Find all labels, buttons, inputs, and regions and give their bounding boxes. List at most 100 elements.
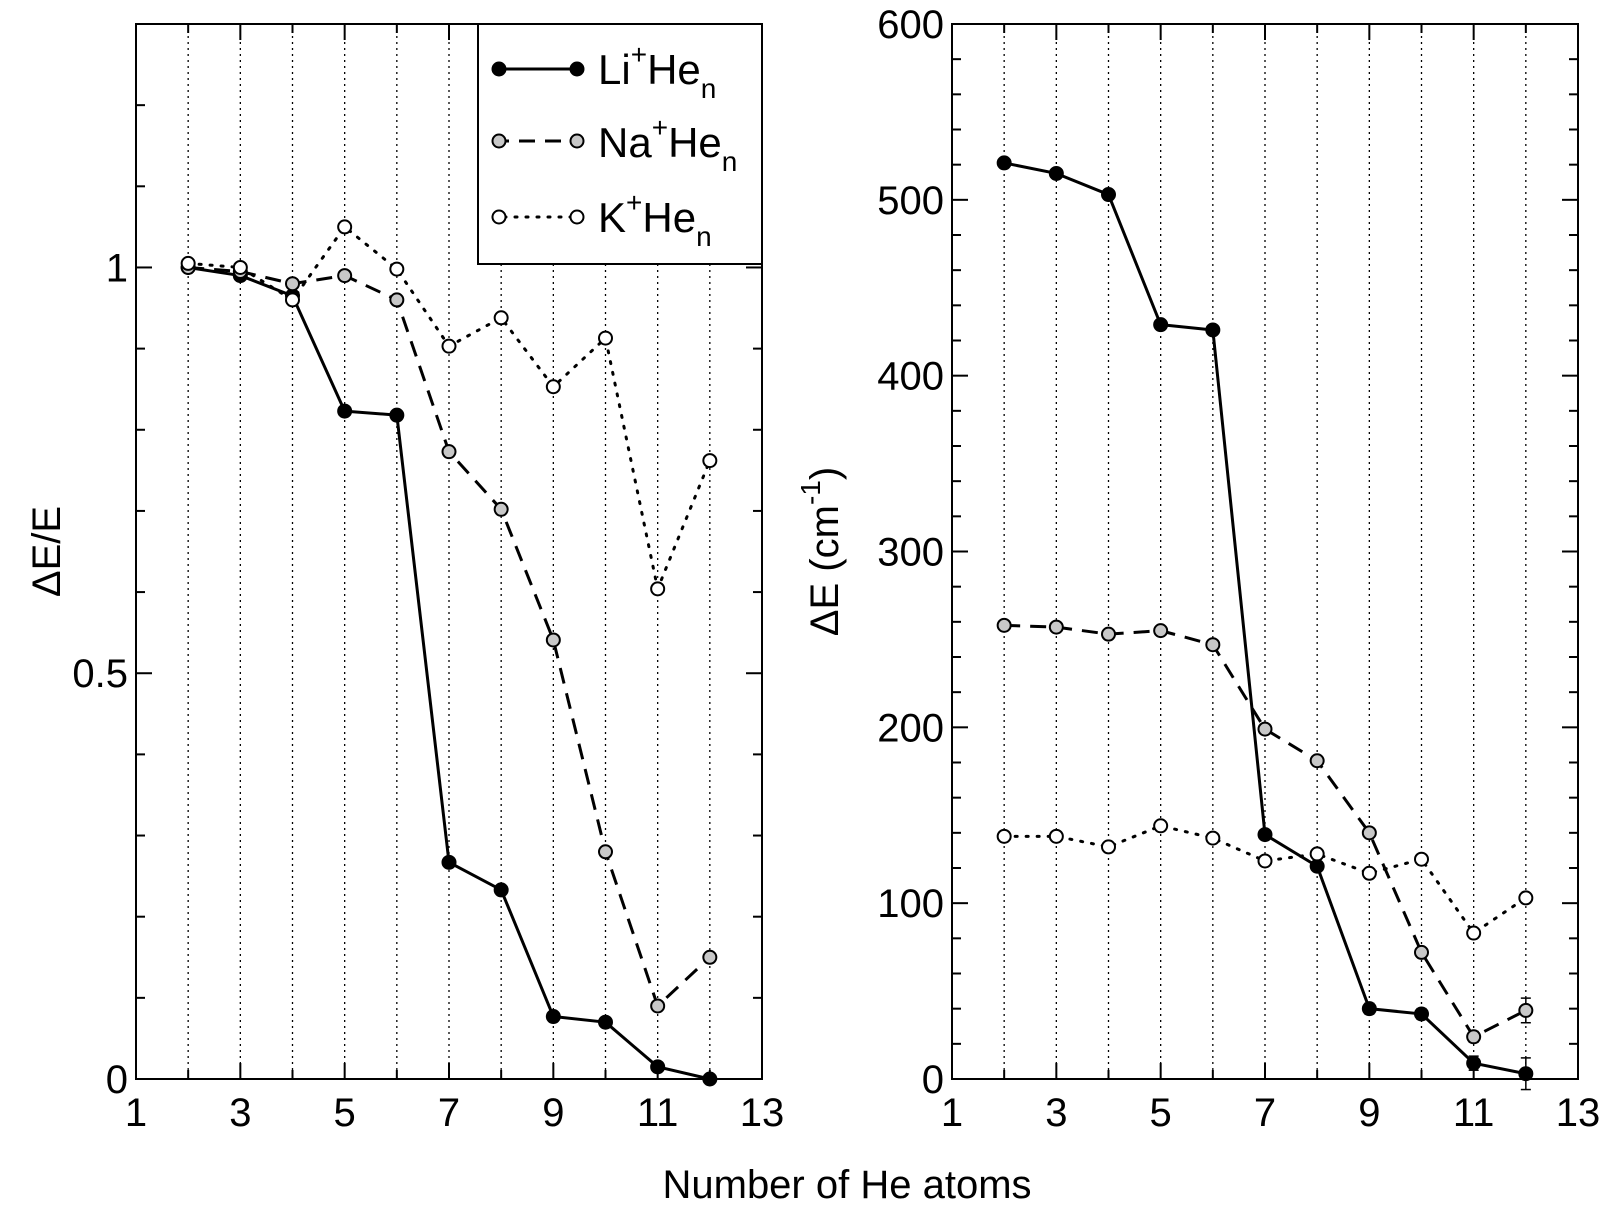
right-y-tick-label-6: 600	[877, 3, 944, 47]
right-series-li-point-10	[1414, 1006, 1429, 1022]
legend-marker-na-left	[491, 133, 507, 149]
left-series-li-point-9	[545, 1009, 561, 1025]
left-series-na-point-11	[650, 998, 666, 1014]
right-y-tick-label-5: 500	[877, 179, 944, 223]
right-series-k-point-12	[1518, 890, 1534, 906]
right-series-li-point-3	[1048, 165, 1064, 181]
right-y-axis-title: ΔE (cm-1)	[795, 467, 847, 636]
left-series-li-point-12	[702, 1071, 718, 1087]
right-series-na-point-7	[1257, 721, 1273, 737]
left-series-li-point-11	[650, 1059, 666, 1075]
right-series-na-point-6	[1205, 637, 1221, 653]
left-series-na-point-10	[598, 844, 613, 860]
right-series-na-point-2	[996, 617, 1012, 633]
legend-box	[477, 23, 763, 265]
right-x-tick-label-3: 3	[1045, 1091, 1067, 1135]
left-series-k-point-8	[493, 310, 509, 326]
left-series-na-point-8	[493, 501, 509, 517]
right-x-tick-label-11: 11	[1453, 1091, 1495, 1135]
left-series-na-point-7	[441, 444, 457, 460]
left-series-k-point-6	[389, 261, 405, 277]
legend-entry-li: Li+Hen	[491, 39, 716, 104]
left-x-tick-label-9: 9	[542, 1091, 564, 1135]
legend-label-k: K+Hen	[598, 187, 712, 252]
right-series-li-point-5	[1153, 317, 1169, 333]
right-y-tick-label-1: 100	[877, 882, 944, 926]
right-series-na-point-5	[1153, 623, 1169, 639]
right-series-k-line	[1002, 824, 1528, 935]
right-y-axis-title-main: ΔE (cm	[803, 505, 847, 636]
right-series-k-point-8	[1309, 846, 1325, 862]
left-series-li-point-7	[441, 854, 457, 870]
left-y-tick-label-1: 0.5	[72, 652, 128, 696]
left-series-k-point-3	[232, 259, 248, 275]
right-y-tick-label-4: 400	[877, 355, 944, 399]
legend-marker-na-right	[569, 133, 585, 149]
left-y-axis-title-main: ΔE/E	[25, 506, 69, 597]
left-series-li-point-6	[389, 407, 405, 423]
right-series-na-point-4	[1101, 626, 1116, 642]
left-x-tick-label-11: 11	[637, 1091, 679, 1135]
left-series-k-point-2	[180, 255, 196, 271]
right-frame	[951, 23, 1579, 1080]
right-series-li-point-7	[1257, 827, 1273, 843]
legend-marker-li-left	[491, 61, 507, 77]
left-series-na-point-9	[545, 632, 561, 648]
left-series-k-point-11	[650, 581, 666, 597]
right-series-na-point-12	[1518, 1002, 1534, 1018]
right-series-k-point-3	[1048, 828, 1064, 844]
left-y-tick-label-2: 1	[106, 246, 128, 290]
right-x-tick-label-1: 1	[941, 1091, 963, 1135]
right-x-tick-label-13: 13	[1556, 1091, 1601, 1135]
right-y-axis-title-end: )	[803, 467, 847, 480]
left-x-tick-label-7: 7	[438, 1091, 460, 1135]
right-series-na-point-3	[1048, 619, 1064, 635]
left-x-tick-label-13: 13	[740, 1091, 785, 1135]
right-series-k-point-10	[1414, 851, 1429, 867]
right-series-li-point-12	[1518, 1066, 1534, 1082]
left-series-na-point-4	[285, 276, 300, 292]
right-y-tick-label-3: 300	[877, 531, 944, 575]
legend-entry-na: Na+Hen	[491, 112, 737, 177]
right-y-tick-label-0: 0	[922, 1058, 944, 1102]
legend: Li+Hen Na+Hen K+Hen	[477, 23, 763, 265]
left-series-li-point-10	[598, 1014, 613, 1030]
left-x-tick-label-3: 3	[229, 1091, 251, 1135]
right-series-k-point-7	[1257, 853, 1273, 869]
left-y-tick-label-0: 0	[106, 1058, 128, 1102]
right-x-tick-label-9: 9	[1358, 1091, 1380, 1135]
right-series-k-point-11	[1466, 925, 1482, 941]
right-series-li-point-6	[1205, 322, 1221, 338]
left-series-k-point-12	[702, 453, 718, 469]
right-series-li-point-2	[996, 155, 1012, 171]
right-series-k-point-4	[1101, 839, 1116, 855]
left-series-li-point-8	[493, 882, 509, 898]
right-y-axis-title-sup: -1	[795, 480, 826, 505]
left-series-k-point-5	[337, 219, 353, 235]
left-series-k-point-4	[285, 292, 300, 308]
left-series-k-point-9	[545, 379, 561, 395]
left-series-na-point-12	[702, 949, 718, 965]
right-series-k-point-2	[996, 828, 1012, 844]
right-series-k-point-6	[1205, 830, 1221, 846]
right-series-li-point-11	[1466, 1055, 1482, 1071]
right-series-li-point-9	[1361, 1001, 1377, 1017]
right-series-li-point-8	[1309, 858, 1325, 874]
legend-marker-k-right	[569, 209, 585, 225]
left-y-axis-title: ΔE/E	[25, 506, 69, 597]
right-series-na-point-9	[1361, 825, 1377, 841]
right-series-na-point-11	[1466, 1029, 1482, 1045]
right-series-na-point-8	[1309, 753, 1325, 769]
right-series-na-point-10	[1414, 944, 1429, 960]
right-series-na-line	[1004, 623, 1527, 1039]
legend-entry-k: K+Hen	[491, 187, 712, 252]
x-axis-title: Number of He atoms	[662, 1163, 1031, 1207]
right-y-tick-label-2: 200	[877, 706, 944, 750]
legend-label-li: Li+Hen	[598, 39, 716, 104]
right-series-k-point-5	[1153, 818, 1169, 834]
left-series-k-point-10	[598, 330, 613, 346]
right-x-tick-label-7: 7	[1254, 1091, 1276, 1135]
